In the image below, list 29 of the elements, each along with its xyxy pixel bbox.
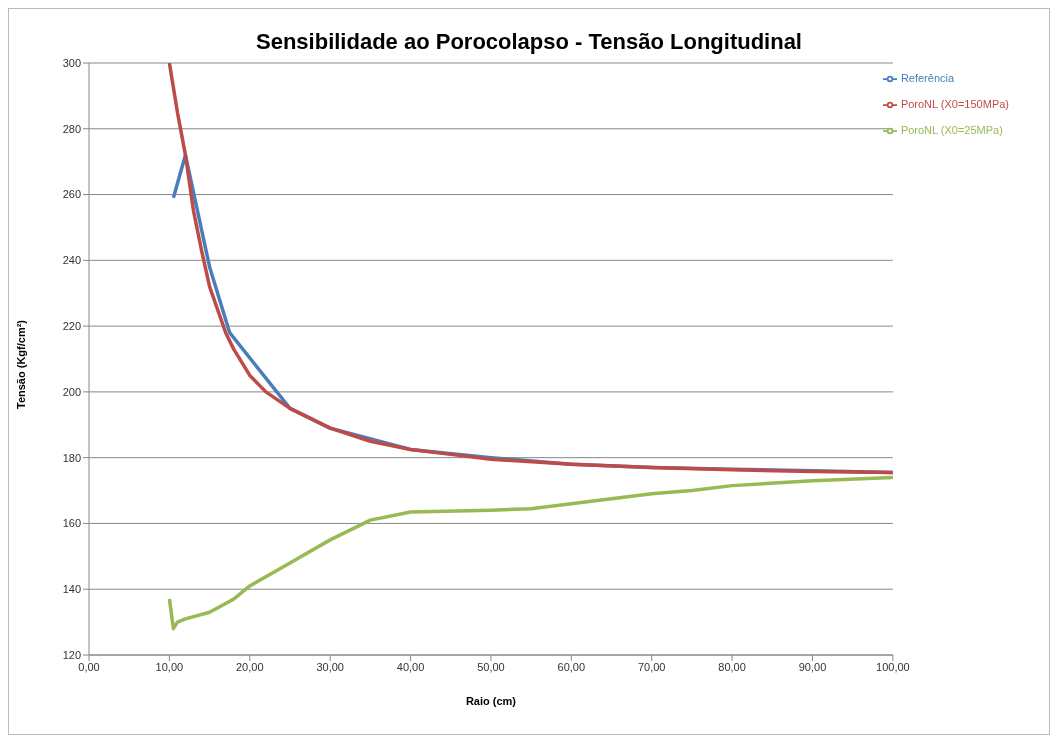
x-axis-title: Raio (cm) <box>465 695 517 707</box>
x-tick-label: 80,00 <box>718 660 746 673</box>
legend-label: Referência <box>900 72 955 84</box>
x-tick-label: 50,00 <box>477 660 505 673</box>
y-tick-label: 180 <box>62 451 81 464</box>
y-tick-label: 120 <box>62 648 81 661</box>
chart-title: Sensibilidade ao Porocolapso - Tensão Longitudinal <box>255 29 803 55</box>
y-tick-label: 300 <box>62 56 81 69</box>
y-tick-label: 140 <box>62 583 81 596</box>
line-series <box>167 475 893 631</box>
x-tick-label: 10,00 <box>155 660 184 673</box>
y-tick-label: 240 <box>62 254 81 267</box>
x-tick-label: 20,00 <box>236 660 264 673</box>
y-axis-title: Tensão (Kgf/cm²) <box>14 319 27 409</box>
y-tick-label: 280 <box>62 122 81 135</box>
y-tick-label: 160 <box>62 517 81 530</box>
x-tick-label: 0,00 <box>78 660 100 673</box>
legend-label: PoroNL (X0=150MPa) <box>900 98 1009 110</box>
x-tick-label: 90,00 <box>798 660 827 673</box>
x-tick-label: 60,00 <box>557 660 586 673</box>
y-tick-label: 200 <box>62 385 81 398</box>
x-tick-label: 30,00 <box>316 660 344 673</box>
x-tick-label: 40,00 <box>396 660 425 673</box>
x-tick-label: 70,00 <box>637 660 666 673</box>
y-tick-label: 260 <box>62 188 81 201</box>
x-tick-label: 100,00 <box>876 660 910 673</box>
legend-label: PoroNL (X0=25MPa) <box>900 124 1003 136</box>
line-series <box>167 63 893 475</box>
y-tick-label: 220 <box>62 320 81 333</box>
